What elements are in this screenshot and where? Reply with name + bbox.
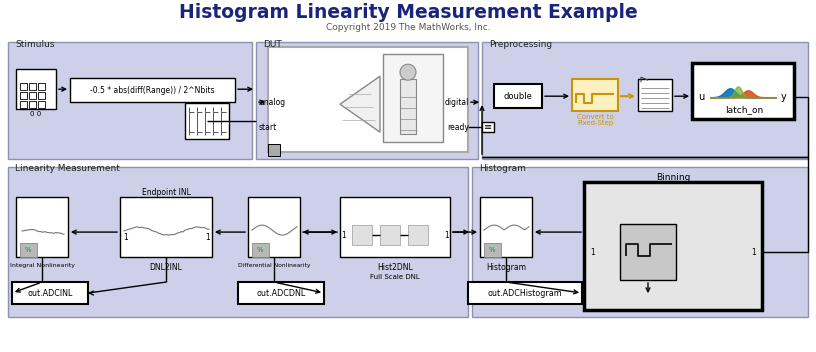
Bar [16, 69, 56, 109]
Bar [268, 144, 280, 156]
Bar [340, 197, 450, 257]
Text: Copyright 2019 The MathWorks, Inc.: Copyright 2019 The MathWorks, Inc. [326, 23, 490, 32]
Text: Full Scale DNL: Full Scale DNL [370, 274, 420, 280]
Bar [480, 197, 532, 257]
Text: Binning: Binning [656, 172, 690, 182]
Bar [20, 92, 27, 99]
Bar [120, 197, 212, 257]
Bar [38, 92, 45, 99]
Text: %: % [24, 247, 31, 253]
Text: 1: 1 [590, 247, 595, 257]
Text: Differential Nonlinearity: Differential Nonlinearity [237, 263, 310, 268]
Bar [484, 243, 501, 257]
Text: start: start [259, 122, 277, 132]
Text: ready: ready [447, 122, 469, 132]
Bar [472, 167, 808, 317]
Text: 1: 1 [206, 233, 210, 241]
Bar [20, 83, 27, 90]
Bar [400, 79, 416, 134]
Bar [352, 225, 372, 245]
Bar [29, 101, 36, 108]
Text: u: u [698, 92, 704, 102]
Polygon shape [340, 76, 380, 132]
Bar [638, 79, 672, 111]
Text: 1: 1 [752, 247, 756, 257]
Text: ≡: ≡ [484, 122, 492, 132]
Text: Preprocessing: Preprocessing [489, 40, 552, 49]
Text: %: % [257, 247, 264, 253]
Text: analog: analog [259, 98, 285, 107]
Bar [252, 243, 269, 257]
Text: Endpoint INL: Endpoint INL [141, 188, 190, 197]
Bar [38, 101, 45, 108]
Text: DUT: DUT [263, 40, 282, 49]
Text: 1: 1 [444, 231, 449, 240]
Bar [256, 42, 478, 159]
Bar [468, 282, 582, 304]
Text: Histogram: Histogram [479, 164, 526, 173]
Bar [8, 42, 252, 159]
Bar [8, 167, 468, 317]
Text: 1: 1 [123, 233, 128, 241]
Text: -0.5 * abs(diff(Range)) / 2^Nbits: -0.5 * abs(diff(Range)) / 2^Nbits [90, 86, 215, 95]
Text: Fixed-Step: Fixed-Step [577, 120, 613, 126]
Text: 0 0: 0 0 [30, 111, 42, 117]
Text: Histogram Linearity Measurement Example: Histogram Linearity Measurement Example [179, 3, 637, 22]
Bar [238, 282, 324, 304]
Bar [29, 83, 36, 90]
Bar [29, 92, 36, 99]
Text: Hist2DNL: Hist2DNL [377, 263, 413, 272]
Bar [268, 47, 468, 152]
Text: 1: 1 [341, 231, 346, 240]
Bar [380, 225, 400, 245]
Text: DNL2INL: DNL2INL [149, 263, 183, 272]
Bar [20, 243, 37, 257]
Text: Histogram: Histogram [486, 263, 526, 272]
Text: out.ADCINL: out.ADCINL [27, 289, 73, 297]
Text: out.ADCHistogram: out.ADCHistogram [488, 289, 562, 297]
Text: Linearity Measurement: Linearity Measurement [15, 164, 120, 173]
Bar [38, 83, 45, 90]
Circle shape [400, 64, 416, 80]
Bar [620, 224, 676, 280]
Text: out.ADCDNL: out.ADCDNL [256, 289, 306, 297]
Text: latch_on: latch_on [725, 105, 763, 114]
Bar [494, 84, 542, 108]
Text: y: y [780, 92, 786, 102]
Bar [408, 225, 428, 245]
Bar [185, 103, 229, 139]
Bar [383, 54, 443, 142]
Text: double: double [503, 92, 532, 101]
Text: %: % [489, 247, 495, 253]
Bar [70, 78, 235, 102]
Bar [572, 79, 618, 111]
Bar [248, 197, 300, 257]
Bar [12, 282, 88, 304]
Text: Convert to: Convert to [577, 114, 614, 120]
Bar [692, 63, 794, 119]
Bar [482, 42, 808, 159]
Bar [20, 101, 27, 108]
Text: digital: digital [445, 98, 469, 107]
Text: Stimulus: Stimulus [15, 40, 55, 49]
Text: Integral Nonlinearity: Integral Nonlinearity [10, 263, 74, 268]
Bar [482, 122, 494, 132]
Bar [584, 182, 762, 310]
Bar [16, 197, 68, 257]
